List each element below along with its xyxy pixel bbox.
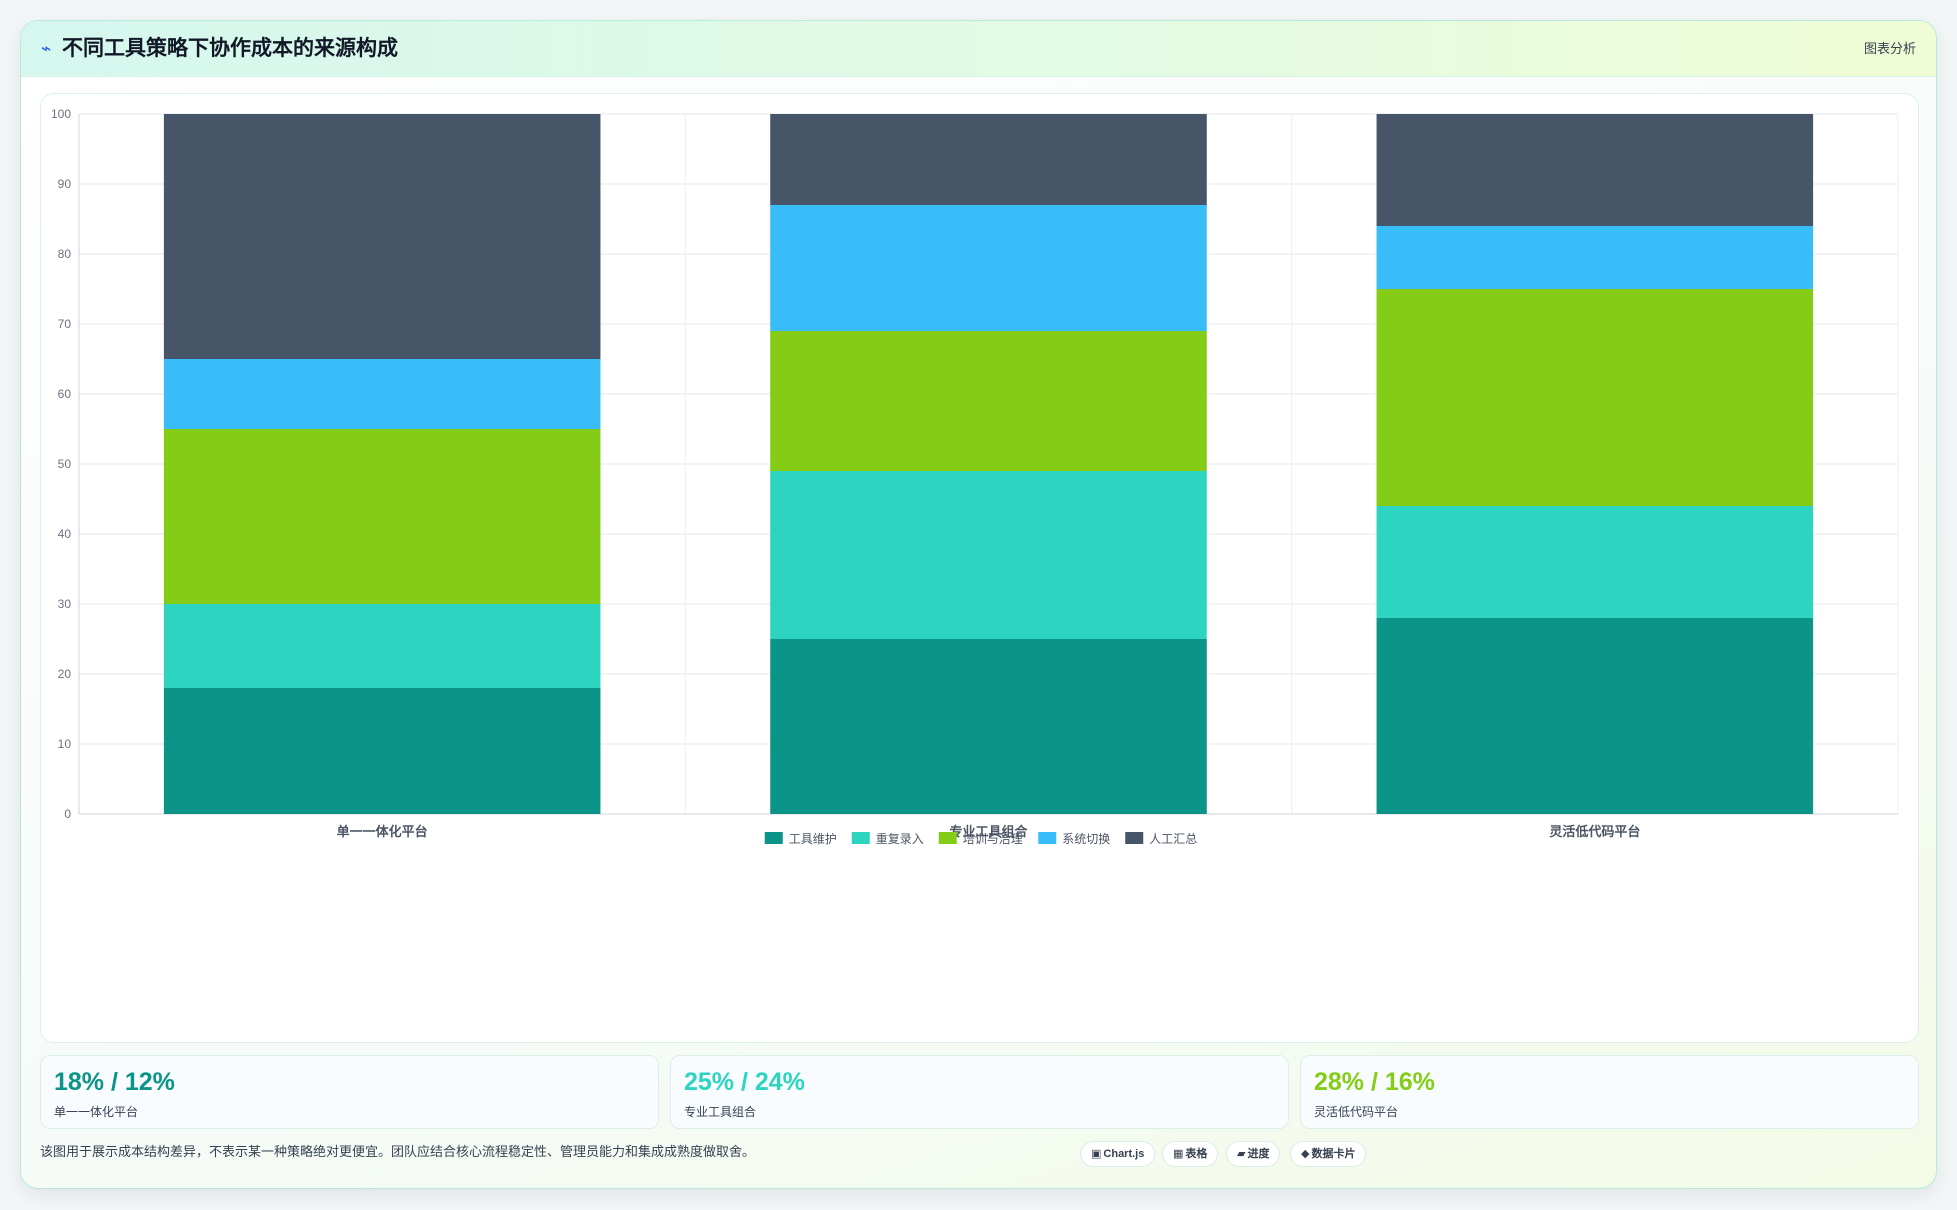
tag-progress[interactable]: ▰ 进度: [1226, 1141, 1281, 1167]
y-tick-label: 70: [58, 317, 72, 331]
x-tick-label: 专业工具组合: [949, 824, 1028, 839]
tag-label: Chart.js: [1103, 1148, 1145, 1160]
stat-label: 单一一体化平台: [54, 1105, 139, 1119]
y-tick-label: 60: [58, 387, 72, 401]
bar-segment: [1376, 289, 1814, 506]
bar-segment: [770, 114, 1207, 205]
chart-card: ⌁ 不同工具策略下协作成本的来源构成 图表分析 0 10 20 30 40 50 60 70 8…: [20, 20, 1937, 1189]
bar-segment: [1376, 226, 1814, 289]
bar-segment: [163, 604, 601, 688]
bar-segment: [1376, 506, 1814, 618]
stat-label: 灵活低代码平台: [1314, 1105, 1399, 1119]
bar-segment: [1376, 114, 1814, 226]
bar-segment: [163, 359, 601, 429]
tag-table[interactable]: ▦ 表格: [1162, 1141, 1219, 1167]
chart-panel: 0 10 20 30 40 50 60 70 80 90 100 单一一体化平台 专业工具组合 灵活低代码…: [40, 93, 1919, 1043]
y-tick-label: 50: [58, 457, 72, 471]
footer-note: 该图用于展示成本结构差异，不表示某一种策略绝对更便宜。团队应结合核心流程稳定性、…: [40, 1144, 756, 1159]
bar-segment: [163, 429, 601, 604]
x-tick-label: 灵活低代码平台: [1549, 824, 1640, 839]
legend-label: 重复录入: [876, 832, 924, 846]
bar-segment: [770, 331, 1207, 471]
legend-swatch: [1038, 832, 1057, 844]
stat-card-lowcode-platform: 28% / 16% 灵活低代码平台: [1300, 1055, 1919, 1129]
chart-icon: ▣: [1091, 1148, 1102, 1160]
tag-chartjs[interactable]: ▣ Chart.js: [1080, 1141, 1156, 1167]
y-tick-label: 100: [51, 107, 71, 121]
stat-card-single-platform: 18% / 12% 单一一体化平台: [40, 1055, 659, 1129]
bar-segment: [163, 688, 601, 814]
legend-label: 系统切换: [1062, 832, 1110, 846]
y-tick-label: 10: [58, 737, 72, 751]
stat-cards: 18% / 12% 单一一体化平台 25% / 24% 专业工具组合 28% /…: [40, 1055, 1919, 1129]
legend-label: 培训与治理: [963, 831, 1023, 846]
chart-analysis-link[interactable]: 图表分析: [1863, 41, 1916, 56]
bar-segment: [1376, 618, 1814, 814]
tag-data-card[interactable]: ◆ 数据卡片: [1290, 1141, 1367, 1167]
legend-label: 工具维护: [789, 832, 837, 846]
stat-value: 25% / 24%: [684, 1068, 805, 1096]
bar-segment: [770, 639, 1207, 814]
card-header: ⌁ 不同工具策略下协作成本的来源构成 图表分析: [21, 21, 1936, 77]
bar-segment: [770, 205, 1207, 331]
stat-card-specialized-tools: 25% / 24% 专业工具组合: [670, 1055, 1289, 1129]
stat-label: 专业工具组合: [684, 1105, 757, 1119]
y-tick-label: 20: [58, 667, 72, 681]
bar-segment: [163, 114, 601, 359]
x-tick-label: 单一一体化平台: [337, 824, 428, 839]
y-tick-label: 80: [58, 247, 72, 261]
diamond-icon: ◆: [1301, 1148, 1310, 1160]
legend-swatch: [764, 832, 783, 844]
y-tick-label: 30: [58, 597, 72, 611]
legend-swatch: [1125, 832, 1144, 844]
tag-label: 数据卡片: [1311, 1148, 1356, 1160]
y-tick-label: 90: [58, 177, 72, 191]
stat-value: 18% / 12%: [54, 1068, 175, 1096]
stat-value: 28% / 16%: [1314, 1068, 1435, 1096]
page-title: 不同工具策略下协作成本的来源构成: [62, 37, 398, 60]
bar-segment: [770, 471, 1207, 639]
legend-swatch: [938, 832, 957, 844]
tag-label: 进度: [1247, 1148, 1270, 1160]
progress-icon: ▰: [1237, 1148, 1246, 1160]
stacked-bar-chart: 0 10 20 30 40 50 60 70 80 90 100 单一一体化平台 专业工具组合 灵活低代码…: [51, 107, 1899, 846]
activity-icon: ⌁: [41, 39, 52, 58]
legend-swatch: [851, 832, 870, 844]
table-icon: ▦: [1173, 1148, 1184, 1160]
y-tick-label: 40: [58, 527, 72, 541]
legend-label: 人工汇总: [1149, 832, 1197, 846]
tag-label: 表格: [1185, 1148, 1208, 1160]
y-tick-label: 0: [64, 807, 71, 821]
